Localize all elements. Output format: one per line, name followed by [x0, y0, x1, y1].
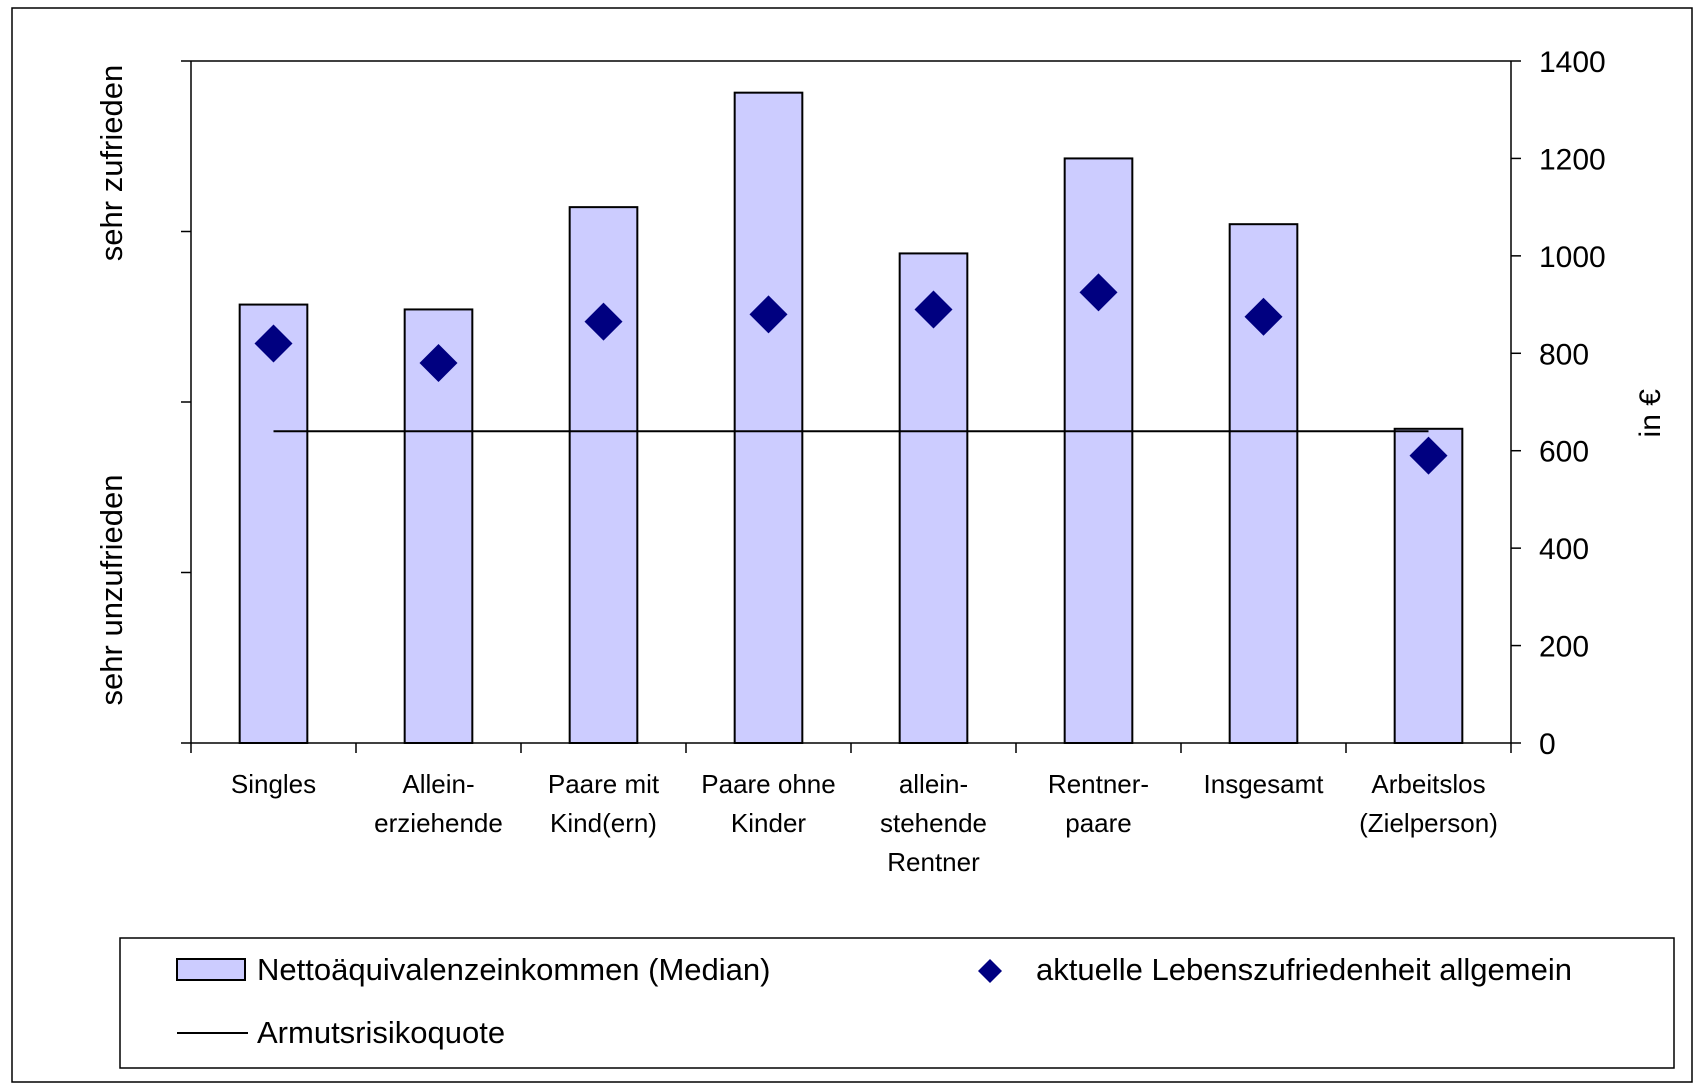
bar-3: [733, 91, 804, 744]
category-label-7-1: (Zielperson): [1359, 808, 1498, 838]
legend-bar-swatch: [176, 958, 246, 981]
category-label-5-0: Rentner-: [1048, 769, 1149, 799]
legend-diamond-swatch: [978, 959, 1002, 983]
category-label-3-0: Paare ohne: [701, 769, 835, 799]
right-tick-label-1: 200: [1539, 631, 1589, 664]
category-label-1-1: erziehende: [374, 808, 503, 838]
category-label-4-0: allein-: [899, 769, 968, 799]
bar-4: [898, 252, 969, 745]
left-label-bottom: sehr unzufrieden: [94, 475, 129, 706]
category-label-5-1: paare: [1065, 808, 1132, 838]
right-tick-label-2: 400: [1539, 533, 1589, 566]
legend-label-2: Armutsrisikoquote: [257, 1015, 505, 1050]
right-tick-label-7: 1400: [1539, 46, 1606, 79]
diamond-marker-6: [1244, 297, 1283, 336]
category-label-1-0: Allein-: [402, 769, 474, 799]
category-label-0-0: Singles: [231, 769, 316, 799]
plot-area: [238, 91, 1464, 745]
bar-7: [1393, 427, 1464, 744]
right-tick-label-4: 800: [1539, 338, 1589, 371]
diamond-marker-7: [1409, 436, 1448, 475]
legend: Nettoäquivalenzeinkommen (Median) aktuell…: [119, 937, 1675, 1069]
category-label-4-2: Rentner: [887, 847, 980, 877]
legend-label-0: Nettoäquivalenzeinkommen (Median): [257, 952, 770, 987]
right-tick-label-3: 600: [1539, 436, 1589, 469]
category-label-2-1: Kind(ern): [550, 808, 657, 838]
left-label-top: sehr zufrieden: [94, 65, 129, 261]
legend-box: [119, 937, 1675, 1069]
bar-0: [238, 303, 309, 744]
diamond-marker-2: [584, 302, 623, 341]
category-label-6-0: Insgesamt: [1204, 769, 1325, 799]
category-label-2-0: Paare mit: [548, 769, 660, 799]
diamond-marker-4: [914, 290, 953, 329]
diamond-marker-5: [1079, 273, 1118, 312]
right-axis-title: in €: [1634, 389, 1667, 438]
diamond-marker-1: [419, 344, 458, 383]
bar-2: [568, 206, 639, 744]
category-label-4-1: stehende: [880, 808, 987, 838]
category-label-7-0: Arbeitslos: [1371, 769, 1485, 799]
legend-label-1: aktuelle Lebenszufriedenheit allgemein: [1036, 952, 1572, 987]
chart-frame: [11, 7, 1693, 1083]
right-tick-label-0: 0: [1539, 728, 1556, 761]
bar-5: [1063, 157, 1134, 744]
right-tick-label-6: 1200: [1539, 143, 1606, 176]
category-label-3-1: Kinder: [731, 808, 806, 838]
diamond-marker-0: [254, 324, 293, 363]
axes: 0 200 400 600 800 1000 1200 1400 in € sehr zufrie…: [94, 46, 1667, 877]
diamond-marker-3: [749, 295, 788, 334]
right-tick-label-5: 1000: [1539, 241, 1606, 274]
